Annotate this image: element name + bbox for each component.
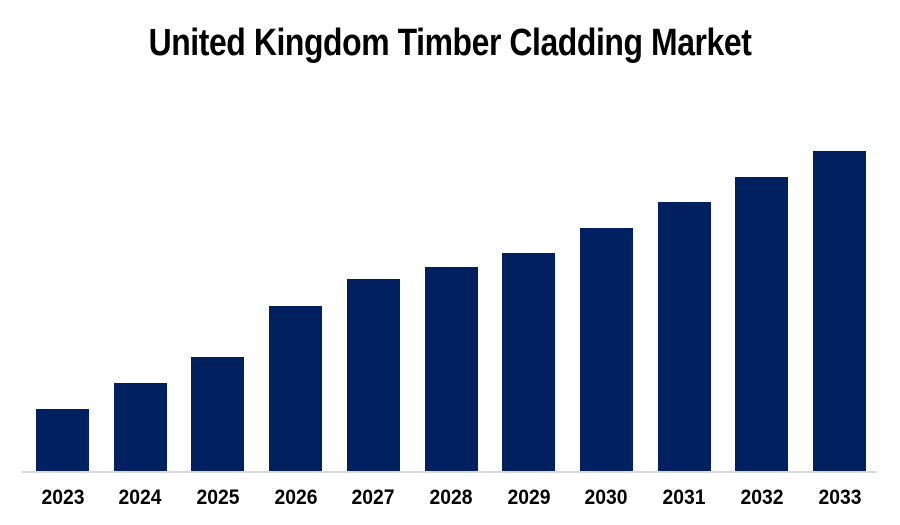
plot-area xyxy=(22,141,877,473)
bar-2030 xyxy=(579,228,633,471)
bar-2033 xyxy=(813,150,866,471)
x-tick-label-2029: 2029 xyxy=(507,486,551,509)
x-tick-label-2031: 2031 xyxy=(662,486,706,509)
x-axis-line xyxy=(22,471,877,473)
bar-2026 xyxy=(269,305,323,471)
x-tick-label-2032: 2032 xyxy=(740,486,784,509)
bar-2032 xyxy=(735,176,789,471)
bar-2028 xyxy=(424,266,478,471)
bar-2031 xyxy=(657,202,711,471)
x-tick-label-2026: 2026 xyxy=(274,486,318,509)
x-tick-label-2023: 2023 xyxy=(41,486,84,509)
bar-2024 xyxy=(113,382,167,471)
bar-2023 xyxy=(36,408,89,471)
bar-2027 xyxy=(346,279,400,471)
bar-2029 xyxy=(502,253,556,471)
x-tick-label-2024: 2024 xyxy=(118,486,162,509)
x-tick-label-2033: 2033 xyxy=(818,486,861,509)
chart-title: United Kingdom Timber Cladding Market xyxy=(148,22,752,64)
x-tick-label-2025: 2025 xyxy=(196,486,240,509)
x-tick-label-2028: 2028 xyxy=(429,486,473,509)
x-tick-label-2030: 2030 xyxy=(584,486,628,509)
x-tick-label-2027: 2027 xyxy=(351,486,395,509)
bar-2025 xyxy=(191,356,245,471)
